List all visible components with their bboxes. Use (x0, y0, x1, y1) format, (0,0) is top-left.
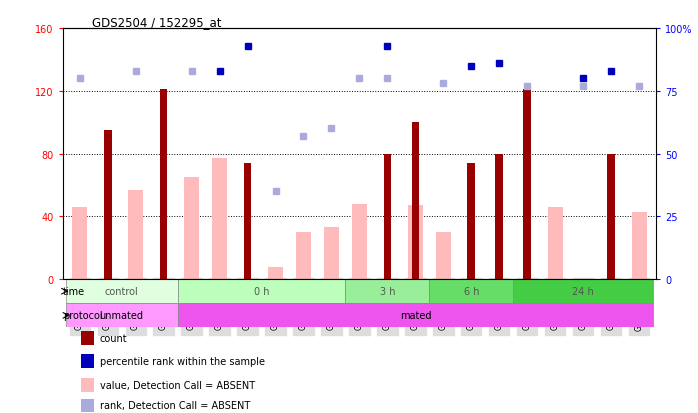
Bar (408, 206, 423, 280)
Bar (80, 332, 94, 345)
Bar (383, 154, 392, 280)
Bar (212, 159, 228, 280)
Text: 24 h: 24 h (572, 287, 594, 297)
Bar (160, 90, 168, 280)
Bar (66, 304, 177, 328)
Text: unmated: unmated (100, 311, 144, 320)
Bar (66, 280, 177, 304)
Bar (177, 280, 346, 304)
Text: GDS2504 / 152295_at: GDS2504 / 152295_at (92, 16, 222, 29)
Bar (80, 378, 94, 392)
Bar (524, 90, 531, 280)
Bar (607, 154, 615, 280)
Bar (548, 207, 563, 280)
Text: 3 h: 3 h (380, 287, 395, 297)
Bar (436, 233, 451, 280)
Bar (80, 399, 94, 413)
Text: value, Detection Call = ABSENT: value, Detection Call = ABSENT (100, 380, 255, 390)
Bar (184, 178, 199, 280)
Bar (324, 228, 339, 280)
Bar (632, 212, 647, 280)
Bar (352, 204, 367, 280)
Text: time: time (63, 287, 85, 297)
Bar (346, 280, 429, 304)
Bar (412, 123, 419, 280)
Text: rank, Detection Call = ABSENT: rank, Detection Call = ABSENT (100, 401, 250, 411)
Text: percentile rank within the sample: percentile rank within the sample (100, 356, 265, 367)
Text: 0 h: 0 h (254, 287, 269, 297)
Text: mated: mated (400, 311, 431, 320)
Bar (514, 280, 653, 304)
Bar (104, 131, 112, 280)
Bar (468, 164, 475, 280)
Text: protocol: protocol (63, 311, 103, 320)
Text: control: control (105, 287, 138, 297)
Bar (244, 164, 251, 280)
Text: 6 h: 6 h (463, 287, 479, 297)
Bar (72, 207, 87, 280)
Bar (177, 304, 653, 328)
Bar (128, 190, 143, 280)
Text: count: count (100, 333, 127, 344)
Bar (496, 154, 503, 280)
Bar (80, 355, 94, 368)
Bar (429, 280, 514, 304)
Bar (296, 233, 311, 280)
Bar (268, 267, 283, 280)
